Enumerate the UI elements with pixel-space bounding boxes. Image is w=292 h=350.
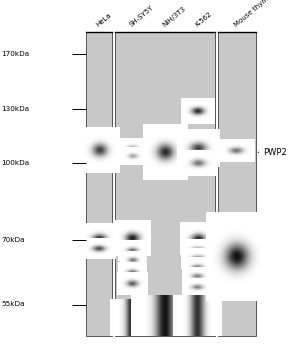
Text: K-562: K-562	[194, 11, 213, 28]
Text: SH-SY5Y: SH-SY5Y	[128, 5, 155, 28]
Text: HeLa: HeLa	[95, 12, 113, 28]
Text: NIH/3T3: NIH/3T3	[161, 5, 187, 28]
Text: 55kDa: 55kDa	[1, 301, 25, 308]
Bar	[218, 32, 256, 336]
Text: 130kDa: 130kDa	[1, 105, 29, 112]
Text: 170kDa: 170kDa	[1, 51, 29, 57]
Text: 100kDa: 100kDa	[1, 160, 29, 166]
Text: PWP2: PWP2	[263, 148, 286, 157]
Text: Mouse thymus: Mouse thymus	[233, 0, 276, 28]
Bar	[86, 32, 112, 336]
Bar	[115, 32, 215, 336]
Text: 70kDa: 70kDa	[1, 237, 25, 243]
